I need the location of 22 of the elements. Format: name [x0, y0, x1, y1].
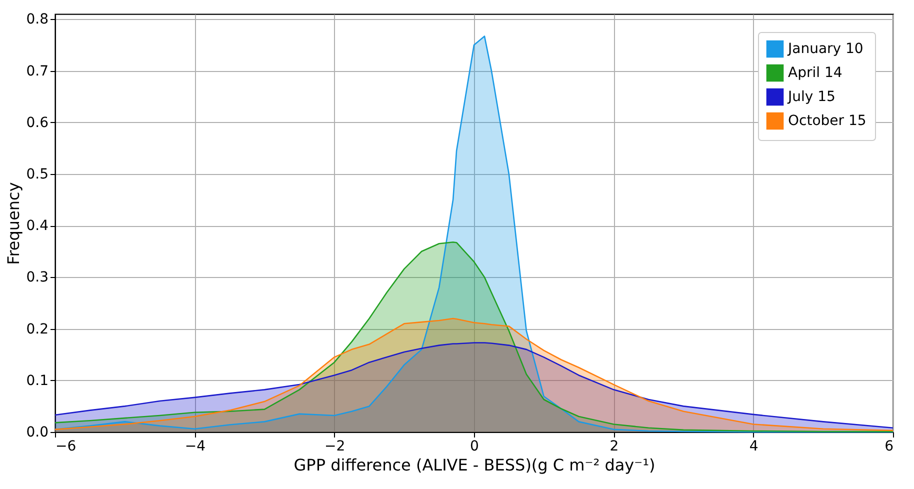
x-tick-label: 4 — [749, 438, 758, 454]
legend-label: January 10 — [787, 41, 864, 57]
x-tick-label: 6 — [884, 438, 894, 454]
legend-label: April 14 — [788, 65, 842, 81]
y-tick-label: 0.7 — [26, 63, 48, 80]
y-tick-label: 0.2 — [26, 321, 48, 338]
x-tick-label: −2 — [324, 438, 346, 454]
y-tick-label: 0.5 — [26, 166, 48, 182]
y-tick-label: 0.6 — [26, 114, 49, 131]
y-tick-label: 0.3 — [26, 270, 48, 286]
legend-label: July 15 — [787, 89, 836, 105]
y-tick-label: 0.0 — [26, 424, 48, 440]
x-tick-label: −4 — [184, 438, 206, 454]
y-axis-title: Frequency — [4, 182, 24, 265]
y-tick-label: 0.8 — [26, 12, 48, 28]
y-tick-label: 0.1 — [26, 372, 48, 389]
x-tick-label: 2 — [610, 438, 619, 454]
x-tick-label: 0 — [470, 438, 479, 454]
x-tick-label: −6 — [56, 438, 76, 454]
legend-label: October 15 — [788, 113, 866, 129]
y-tick-label: 0.4 — [26, 218, 49, 234]
x-axis-title: GPP difference (ALIVE - BESS)(g C m⁻² day⁻¹) — [294, 456, 656, 474]
